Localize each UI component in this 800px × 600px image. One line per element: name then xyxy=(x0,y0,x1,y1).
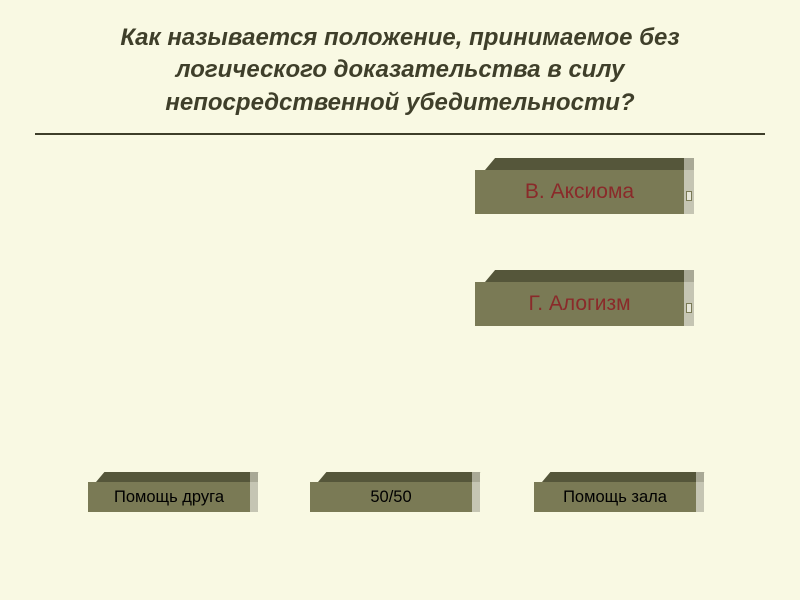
scroll-handle-icon xyxy=(686,191,692,201)
help-label: 50/50 xyxy=(310,482,472,512)
button-top-face xyxy=(485,158,694,170)
answer-label: В. Аксиома xyxy=(475,170,684,214)
button-right-face xyxy=(684,158,694,214)
button-top-face xyxy=(485,270,694,282)
question-text: Как называется положение, принимаемое бе… xyxy=(60,22,740,119)
button-right-face xyxy=(250,472,258,512)
button-right-face xyxy=(696,472,704,512)
button-right-face xyxy=(472,472,480,512)
answer-label: Г. Алогизм xyxy=(475,282,684,326)
answer-button-b[interactable]: В. Аксиома xyxy=(475,158,694,214)
scroll-handle-icon xyxy=(686,303,692,313)
help-audience-button[interactable]: Помощь зала xyxy=(534,472,704,512)
help-friend-button[interactable]: Помощь друга xyxy=(88,472,258,512)
help-label: Помощь зала xyxy=(534,482,696,512)
button-top-face xyxy=(318,472,480,482)
button-top-face xyxy=(542,472,704,482)
help-label: Помощь друга xyxy=(88,482,250,512)
answer-button-g[interactable]: Г. Алогизм xyxy=(475,270,694,326)
button-right-face xyxy=(684,270,694,326)
help-fifty-button[interactable]: 50/50 xyxy=(310,472,480,512)
divider xyxy=(35,133,765,135)
button-top-face xyxy=(96,472,258,482)
